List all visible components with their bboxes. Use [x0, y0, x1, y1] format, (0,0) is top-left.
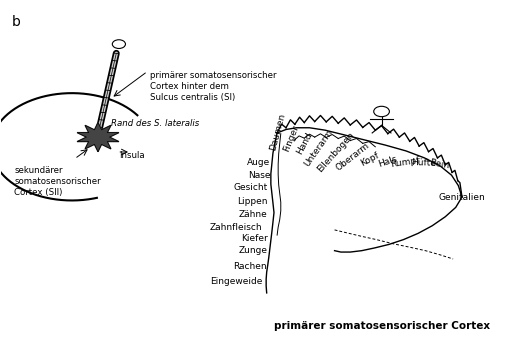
Text: primärer somatosensorischer
Cortex hinter dem
Sulcus centralis (SI): primärer somatosensorischer Cortex hinte… — [150, 70, 277, 102]
Polygon shape — [77, 122, 119, 152]
Text: b: b — [12, 15, 20, 29]
Text: Rand des S. lateralis: Rand des S. lateralis — [111, 119, 200, 128]
Text: Hüfte: Hüfte — [411, 158, 436, 168]
Text: Lippen: Lippen — [237, 197, 268, 206]
Text: Daumen: Daumen — [269, 112, 287, 151]
Text: Oberarm: Oberarm — [334, 141, 371, 172]
Text: Hand: Hand — [295, 131, 314, 156]
Text: Genitalien: Genitalien — [438, 193, 486, 201]
Text: primärer somatosensorischer Cortex: primärer somatosensorischer Cortex — [274, 321, 490, 331]
Text: Eingeweide: Eingeweide — [210, 277, 262, 285]
Text: Zahnfleisch: Zahnfleisch — [210, 223, 262, 232]
Text: Unterarm: Unterarm — [303, 128, 335, 169]
Text: Ellenbogen: Ellenbogen — [316, 131, 356, 174]
Text: Gesicht: Gesicht — [234, 183, 268, 192]
Text: Insula: Insula — [119, 151, 144, 160]
Text: Zähne: Zähne — [239, 210, 268, 219]
Text: Nase: Nase — [248, 171, 270, 180]
Text: sekundärer
somatosensorischer
Cortex (SII): sekundärer somatosensorischer Cortex (SI… — [15, 166, 101, 197]
Text: Rachen: Rachen — [233, 262, 267, 271]
Text: Hals: Hals — [377, 154, 398, 169]
Text: Kiefer: Kiefer — [241, 234, 268, 243]
Text: Auge: Auge — [247, 158, 270, 167]
Text: Rumpf: Rumpf — [390, 156, 421, 169]
Text: Finger: Finger — [282, 124, 301, 153]
Text: Bein: Bein — [429, 158, 450, 170]
Text: Zunge: Zunge — [239, 246, 268, 255]
Text: Kopf: Kopf — [359, 150, 381, 168]
